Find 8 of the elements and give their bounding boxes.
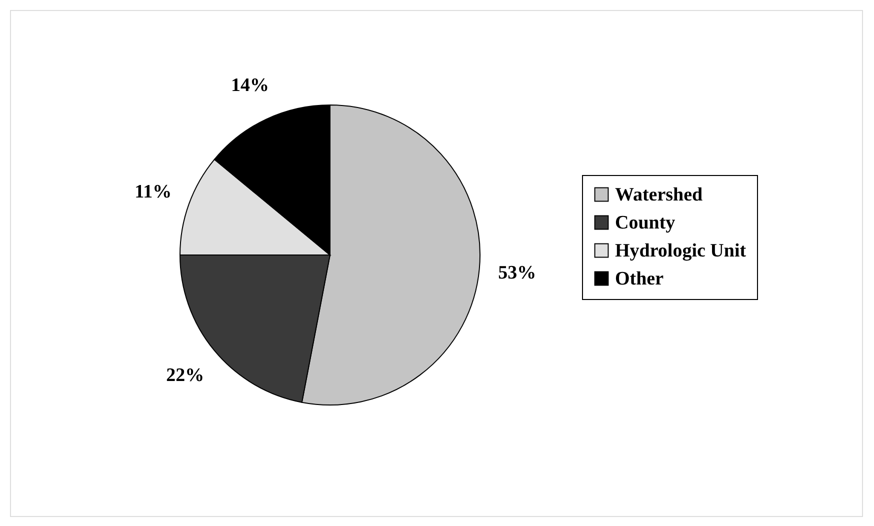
legend-label: Hydrologic Unit	[615, 240, 747, 262]
data-label: 11%	[134, 181, 172, 202]
legend-label: Other	[615, 268, 664, 290]
data-label: 53%	[498, 262, 536, 284]
legend-label: Watershed	[615, 184, 704, 206]
data-label: 22%	[166, 364, 204, 386]
data-label: 14%	[230, 74, 269, 96]
legend-label: County	[615, 212, 676, 234]
